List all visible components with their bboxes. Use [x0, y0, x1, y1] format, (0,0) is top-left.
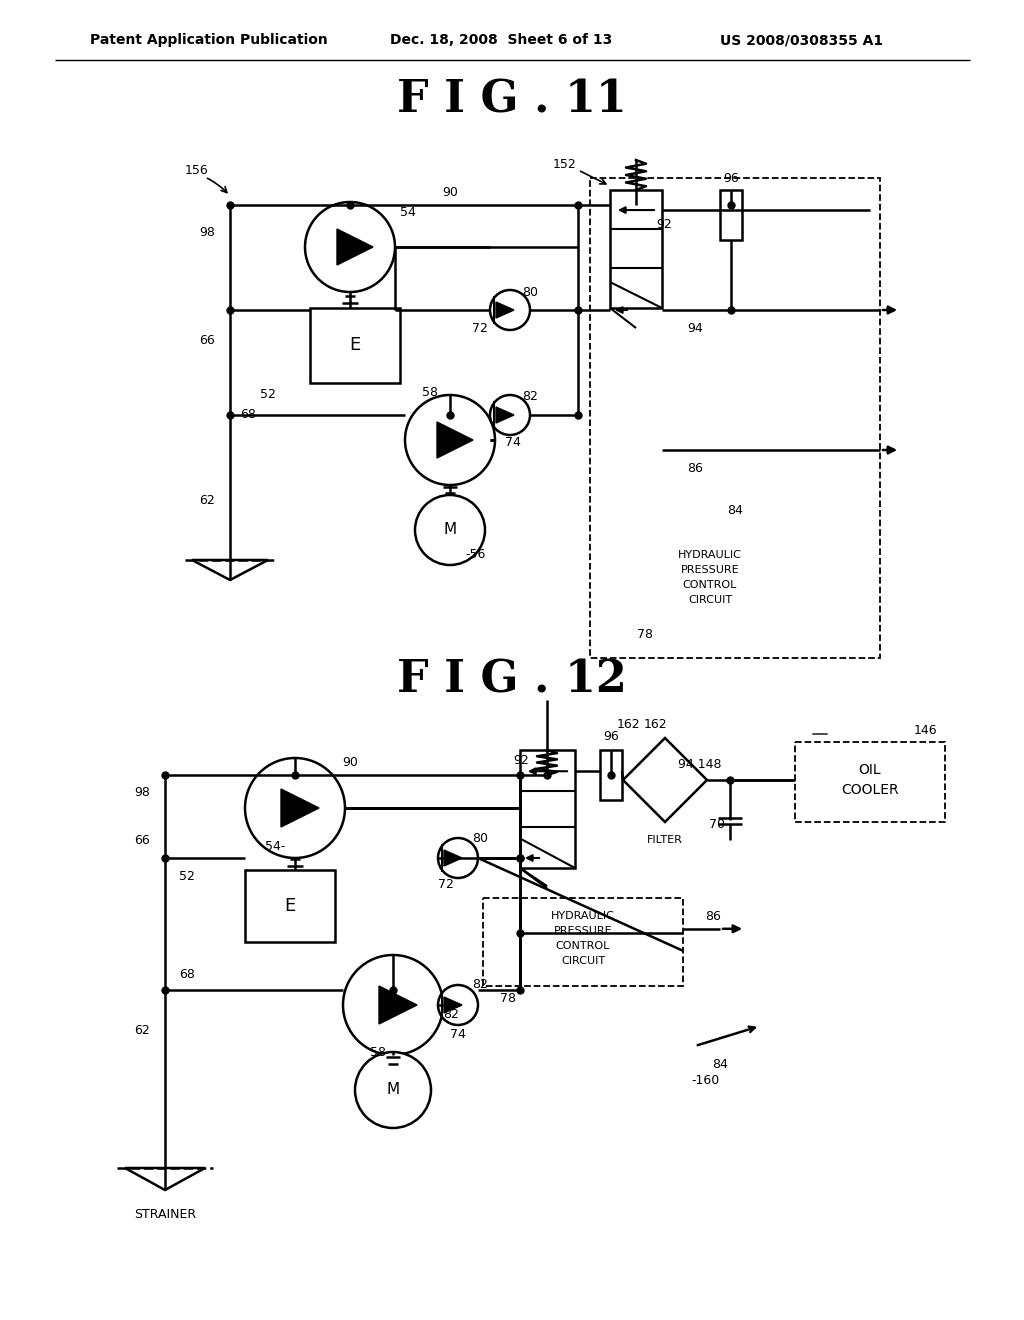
Bar [720, 190, 742, 240]
Text: FILTER: FILTER [647, 836, 683, 845]
Text: Patent Application Publication: Patent Application Publication [90, 33, 328, 48]
Polygon shape [125, 1168, 205, 1191]
Text: M: M [443, 523, 457, 537]
Polygon shape [281, 789, 319, 828]
Circle shape [406, 395, 495, 484]
Text: 152: 152 [553, 158, 577, 172]
Text: 92: 92 [656, 219, 672, 231]
Text: 78: 78 [500, 991, 516, 1005]
Text: 82: 82 [472, 978, 488, 991]
Text: PRESSURE: PRESSURE [554, 927, 612, 936]
Text: PRESSURE: PRESSURE [681, 565, 739, 576]
Text: 80: 80 [472, 832, 488, 845]
Text: 84: 84 [727, 503, 743, 516]
Text: F I G . 11: F I G . 11 [397, 78, 627, 121]
Text: 54-: 54- [265, 840, 286, 853]
Text: 86: 86 [687, 462, 702, 474]
Text: 58: 58 [370, 1047, 386, 1060]
Text: 146: 146 [913, 723, 937, 737]
Circle shape [438, 838, 478, 878]
Text: US 2008/0308355 A1: US 2008/0308355 A1 [720, 33, 883, 48]
Text: 74: 74 [505, 437, 521, 450]
Polygon shape [193, 560, 268, 579]
Bar [310, 308, 400, 383]
Circle shape [490, 290, 530, 330]
Text: -160: -160 [691, 1074, 719, 1088]
Text: E: E [285, 898, 296, 915]
Polygon shape [444, 850, 462, 866]
Polygon shape [337, 228, 373, 265]
Text: 90: 90 [342, 756, 358, 770]
Bar [600, 750, 622, 800]
Text: F I G . 12: F I G . 12 [397, 659, 627, 701]
Polygon shape [496, 302, 514, 318]
Circle shape [305, 202, 395, 292]
Text: 72: 72 [438, 878, 454, 891]
Text: 92: 92 [513, 754, 529, 767]
Circle shape [355, 1052, 431, 1129]
Text: 94: 94 [687, 322, 702, 334]
Polygon shape [444, 997, 462, 1012]
Text: CIRCUIT: CIRCUIT [561, 956, 605, 966]
Text: STRAINER: STRAINER [134, 1209, 196, 1221]
Text: Dec. 18, 2008  Sheet 6 of 13: Dec. 18, 2008 Sheet 6 of 13 [390, 33, 612, 48]
Bar [483, 898, 683, 986]
Text: 66: 66 [134, 833, 150, 846]
Text: 162: 162 [643, 718, 667, 731]
Text: 156: 156 [185, 164, 209, 177]
Circle shape [490, 395, 530, 436]
Text: 66: 66 [200, 334, 215, 346]
Text: 78: 78 [637, 628, 653, 642]
Polygon shape [496, 407, 514, 422]
Text: 96: 96 [723, 172, 739, 185]
Text: CONTROL: CONTROL [556, 941, 610, 950]
Text: 162: 162 [616, 718, 640, 731]
Text: -56: -56 [465, 549, 485, 561]
Text: 62: 62 [200, 494, 215, 507]
Text: M: M [386, 1082, 399, 1097]
Text: 82: 82 [522, 391, 538, 404]
Text: 70: 70 [709, 818, 725, 832]
Text: 98: 98 [134, 787, 150, 800]
Bar [520, 750, 575, 869]
Circle shape [415, 495, 485, 565]
Text: 96: 96 [603, 730, 618, 742]
Text: 74: 74 [451, 1028, 466, 1041]
Text: 52: 52 [260, 388, 275, 401]
Text: 62: 62 [134, 1023, 150, 1036]
Text: OIL: OIL [859, 763, 882, 777]
Text: 98: 98 [199, 226, 215, 239]
Text: 84: 84 [712, 1057, 728, 1071]
Text: 94 148: 94 148 [678, 759, 722, 771]
Text: E: E [349, 337, 360, 354]
Text: 86: 86 [706, 911, 721, 923]
Text: 72: 72 [472, 322, 488, 334]
Bar [795, 742, 945, 822]
Circle shape [245, 758, 345, 858]
Text: 58: 58 [422, 385, 438, 399]
Text: 68: 68 [240, 408, 256, 421]
Bar [610, 190, 662, 308]
Polygon shape [623, 738, 707, 822]
Bar [590, 178, 880, 657]
Text: CONTROL: CONTROL [683, 579, 737, 590]
Circle shape [438, 985, 478, 1026]
Text: HYDRAULIC: HYDRAULIC [551, 911, 615, 921]
Text: 52: 52 [179, 870, 195, 883]
Text: 82: 82 [443, 1008, 459, 1022]
Text: 80: 80 [522, 285, 538, 298]
Polygon shape [379, 986, 417, 1024]
Circle shape [343, 954, 443, 1055]
Text: 90: 90 [442, 186, 458, 199]
Text: COOLER: COOLER [841, 783, 899, 797]
Bar [245, 870, 335, 942]
Text: HYDRAULIC: HYDRAULIC [678, 550, 742, 560]
Text: CIRCUIT: CIRCUIT [688, 595, 732, 605]
Polygon shape [437, 422, 473, 458]
Text: 54: 54 [400, 206, 416, 219]
Text: 68: 68 [179, 969, 195, 982]
